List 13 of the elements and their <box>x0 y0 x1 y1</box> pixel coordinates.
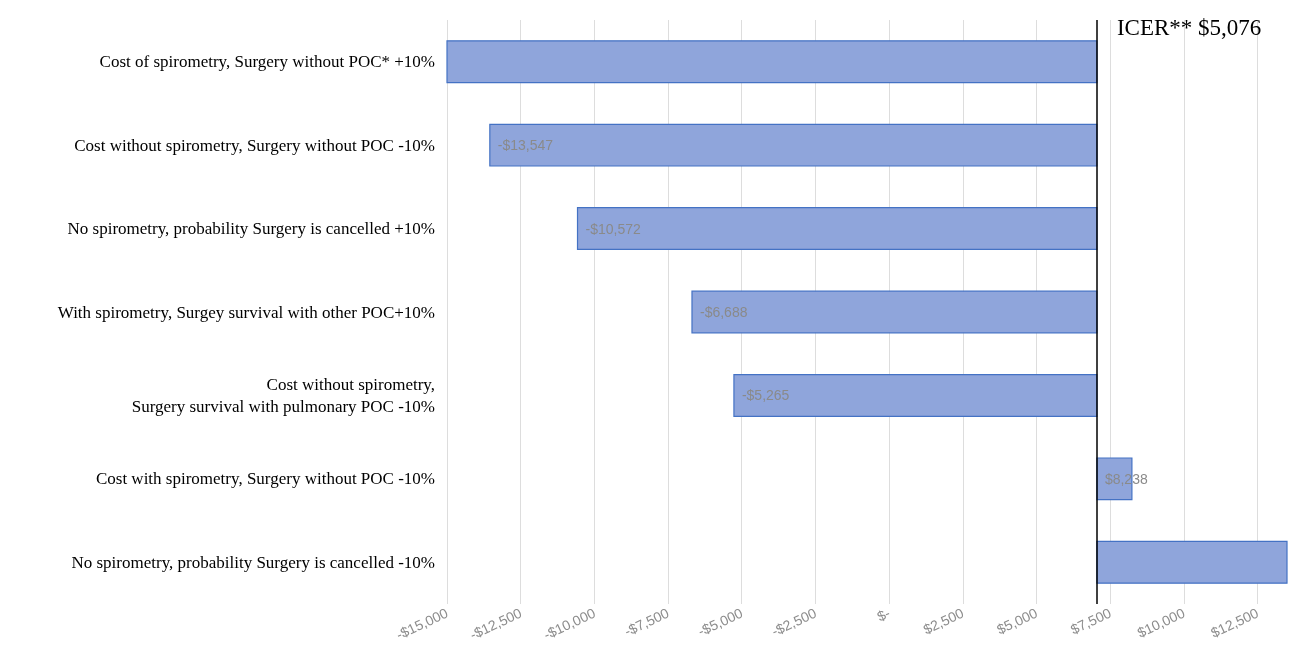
y-tick-label: No spirometry, probability Surgery is cancelled +10% <box>67 219 435 239</box>
data-label: -$5,265 <box>741 387 790 404</box>
y-tick-label: Cost without spirometry, Surgery without POC -10% <box>74 135 435 155</box>
y-tick-label: Cost without spirometry, Surgery survival with pulmonary POC -10% <box>131 374 435 416</box>
data-label: -$6,688 <box>699 304 748 320</box>
y-tick-label: With spirometry, Surgey survival with other POC+10% <box>57 302 435 322</box>
x-tick-label: $- <box>874 604 893 625</box>
y-tick-label: No spirometry, probability Surgery is cancelled -10% <box>71 552 435 572</box>
data-label: -$13,547 <box>497 137 554 154</box>
data-label: -$10,572 <box>585 220 641 237</box>
y-tick-label: Cost with spirometry, Surgery without POC -10% <box>95 469 435 489</box>
ref-line-label: ICER** $5,076 <box>1116 15 1262 40</box>
y-tick-label: Cost of spirometry, Surgery without POC* +10% <box>99 52 435 72</box>
